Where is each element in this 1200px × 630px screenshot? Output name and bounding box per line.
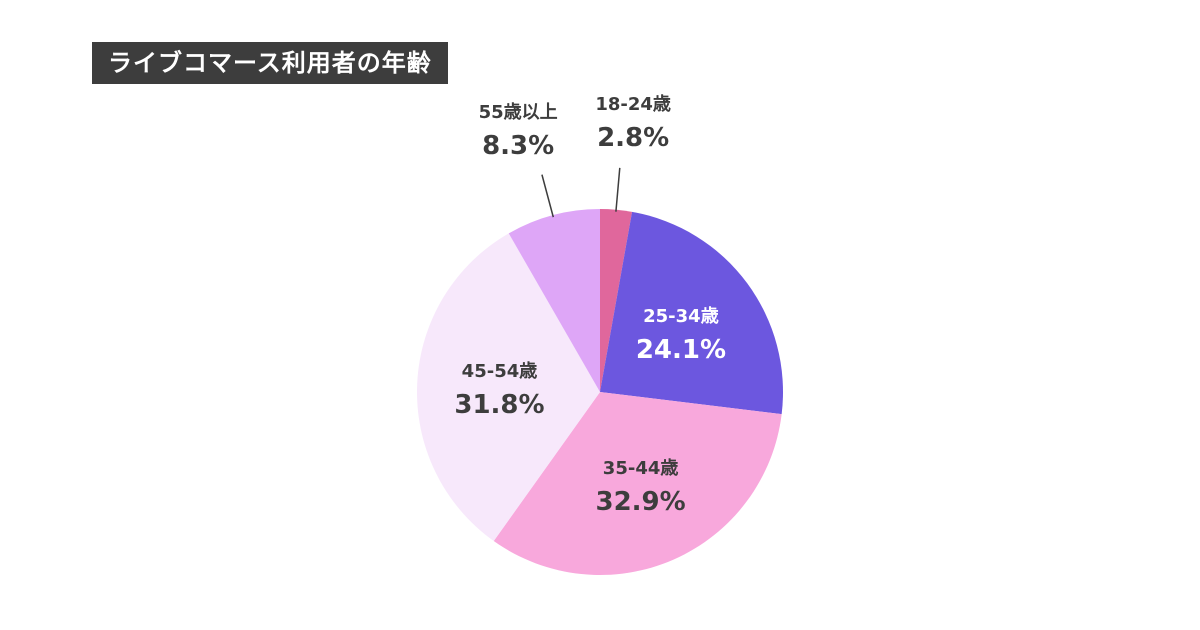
slice-label-55: 55歳以上 <box>479 102 558 123</box>
slice-value-45-54: 31.8% <box>454 390 544 420</box>
chart-title: ライブコマース利用者の年齢 <box>92 42 448 84</box>
callout-line-55 <box>541 174 555 218</box>
pie-slice-45-54 <box>416 233 600 541</box>
pie-slice-25-34 <box>600 211 783 415</box>
pie-slices <box>416 209 783 575</box>
pie-slice-35-44 <box>493 392 782 575</box>
pie-slice-18-24 <box>600 209 633 392</box>
slice-label-45-54: 45-54歳 <box>462 361 538 382</box>
slice-label-18-24: 18-24歳 <box>595 94 671 115</box>
pie-labels: 18-24歳 2.8% 25-34歳 24.1% 35-44歳 32.9% 45-54歳 31… <box>454 94 726 517</box>
callout-line-18-24 <box>615 167 621 212</box>
pie-slice-55 <box>508 209 600 392</box>
slice-label-35-44: 35-44歳 <box>603 458 679 479</box>
slice-value-25-34: 24.1% <box>636 335 726 365</box>
slice-value-55: 8.3% <box>482 131 554 161</box>
slice-value-18-24: 2.8% <box>597 123 669 153</box>
slice-value-35-44: 32.9% <box>595 487 685 517</box>
slice-label-25-34: 25-34歳 <box>643 306 719 327</box>
